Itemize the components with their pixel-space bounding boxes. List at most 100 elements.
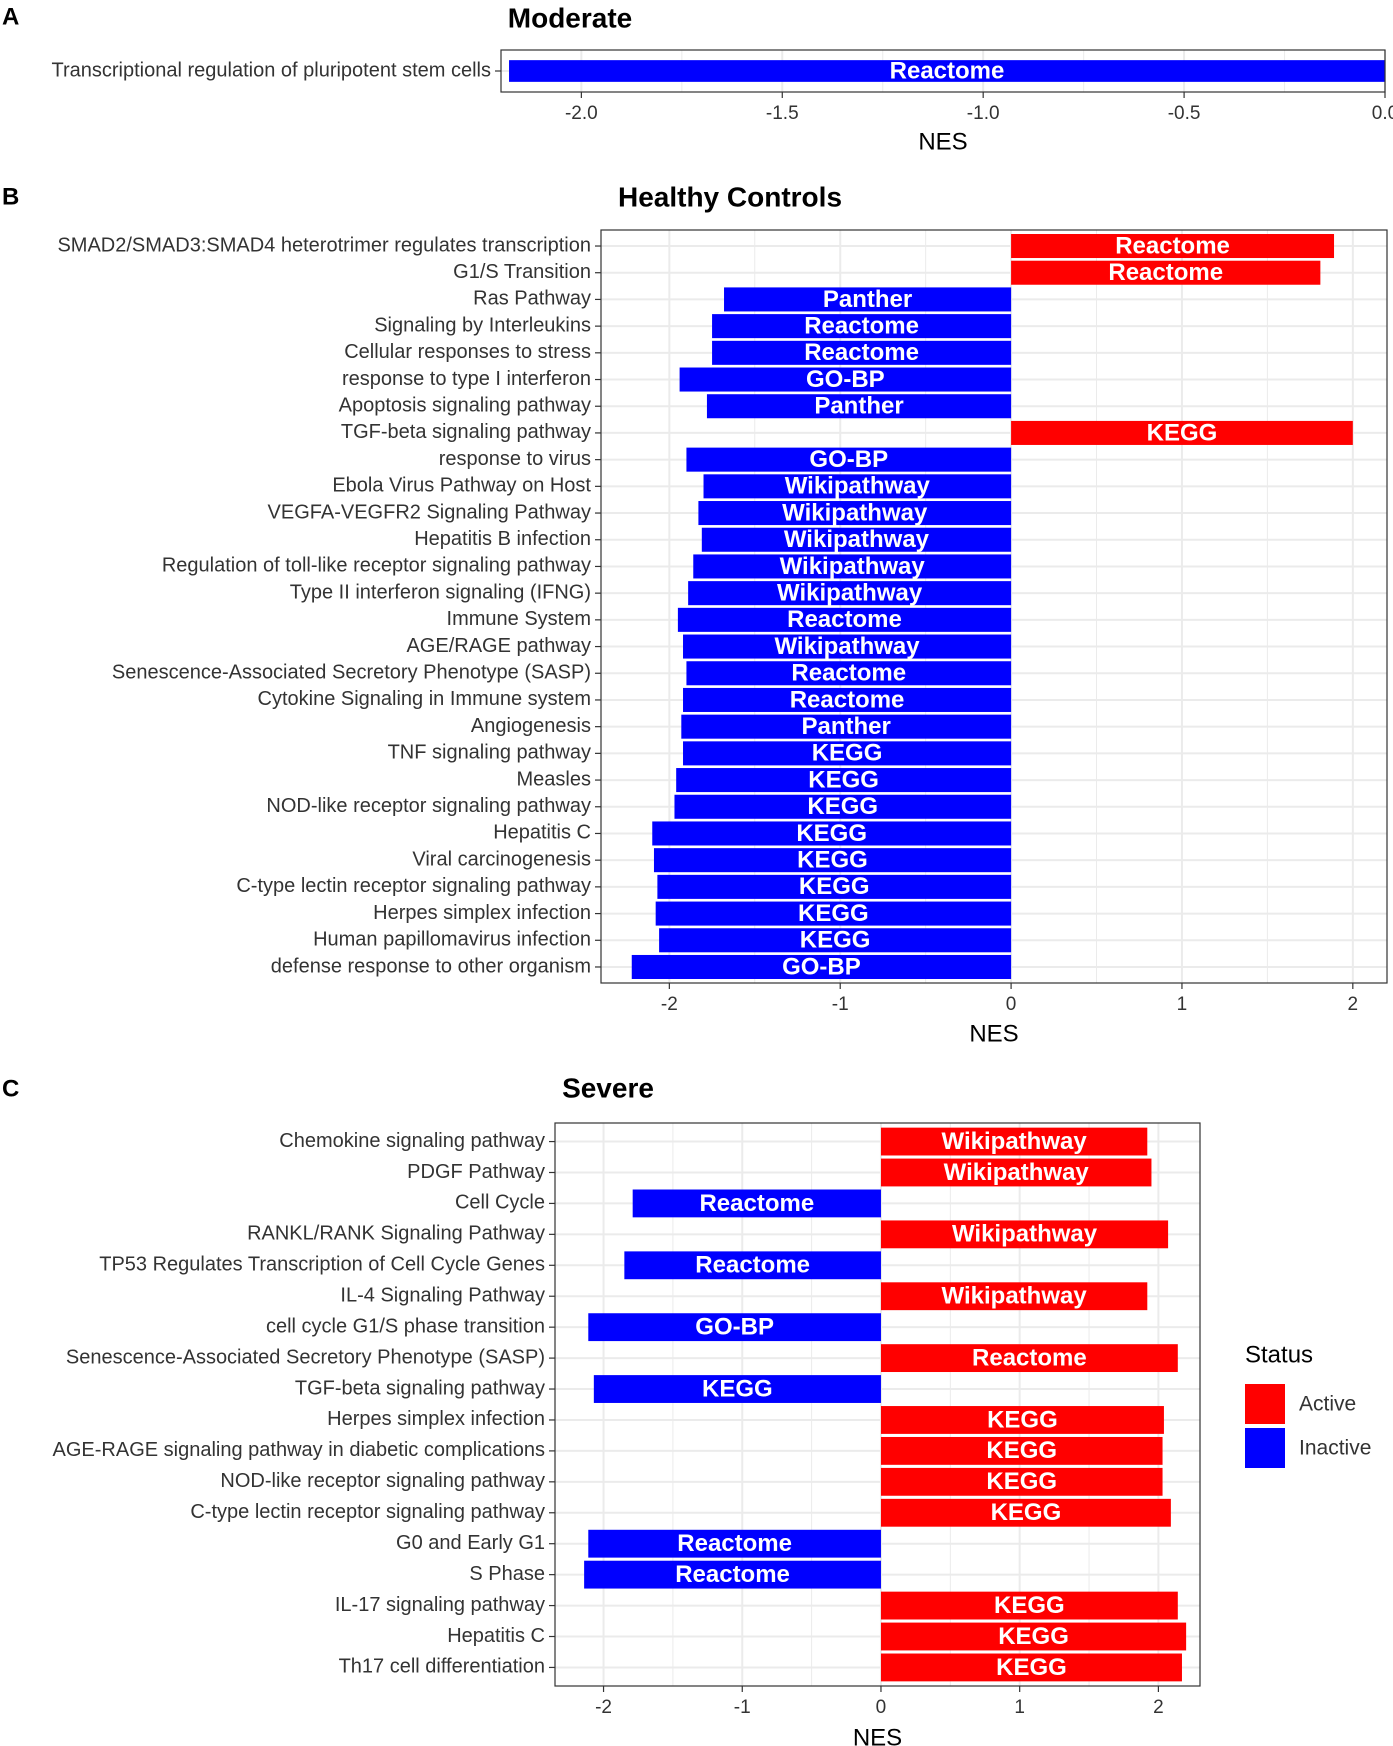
x-tick-label: 1 xyxy=(1014,1697,1025,1718)
panel-border xyxy=(554,1122,1201,1687)
category-label: Type II interferon signaling (IFNG) xyxy=(290,581,591,603)
category-label: Regulation of toll-like receptor signali… xyxy=(162,555,591,577)
bar-source-label: KEGG xyxy=(807,793,878,820)
category-label: Apoptosis signaling pathway xyxy=(339,395,591,417)
bar-source-label: KEGG xyxy=(998,1623,1069,1650)
panel-border xyxy=(600,229,1388,984)
bar-source-label: KEGG xyxy=(798,900,869,927)
bar-source-label: Reactome xyxy=(804,312,919,339)
bar-source-label: Wikipathway xyxy=(952,1221,1098,1248)
bar-cytokine-signaling-in-immune-system xyxy=(683,687,1012,712)
x-tick-label: -2.0 xyxy=(565,103,598,124)
category-label: TNF signaling pathway xyxy=(388,742,591,764)
x-axis-title: NES xyxy=(853,1724,902,1746)
x-tick-label: -1 xyxy=(734,1697,751,1718)
category-label: Hepatitis C xyxy=(447,1625,545,1647)
bar-source-label: Reactome xyxy=(890,57,1005,84)
category-label: response to type I interferon xyxy=(342,368,591,390)
category-label: Immune System xyxy=(447,608,591,630)
bar-source-label: Wikipathway xyxy=(782,499,928,526)
legend-label-active: Active xyxy=(1299,1393,1356,1416)
bar-vegfa-vegfr2-signaling-pathway xyxy=(698,501,1012,526)
bar-rankl-rank-signaling-pathway xyxy=(880,1220,1169,1249)
bar-source-label: Reactome xyxy=(972,1344,1087,1371)
bar-tgf-beta-signaling-pathway xyxy=(593,1375,881,1403)
bar-source-label: KEGG xyxy=(986,1437,1057,1464)
category-label: RANKL/RANK Signaling Pathway xyxy=(247,1223,545,1245)
bar-ebola-virus-pathway-on-host xyxy=(703,474,1012,499)
bar-cellular-responses-to-stress xyxy=(712,340,1012,365)
bar-chemokine-signaling-pathway xyxy=(880,1127,1148,1156)
legend-label-inactive: Inactive xyxy=(1299,1437,1371,1460)
category-label: Hepatitis B infection xyxy=(414,528,591,550)
category-label: Angiogenesis xyxy=(471,715,591,737)
category-label: NOD-like receptor signaling pathway xyxy=(266,795,591,817)
category-label: Cell Cycle xyxy=(455,1192,545,1214)
category-label: Hepatitis C xyxy=(493,822,591,844)
bar-tnf-signaling-pathway xyxy=(683,741,1012,766)
bar-source-label: Reactome xyxy=(804,339,919,366)
bar-source-label: KEGG xyxy=(799,873,870,900)
bar-herpes-simplex-infection xyxy=(880,1406,1164,1434)
bar-source-label: Wikipathway xyxy=(944,1159,1090,1186)
panel-letter: C xyxy=(2,1075,19,1102)
category-label: TGF-beta signaling pathway xyxy=(341,421,591,443)
category-label: Cellular responses to stress xyxy=(344,341,591,363)
category-label: IL-4 Signaling Pathway xyxy=(340,1285,545,1307)
bar-source-label: Wikipathway xyxy=(942,1283,1088,1310)
category-label: SMAD2/SMAD3:SMAD4 heterotrimer regulates… xyxy=(57,234,591,256)
category-label: TP53 Regulates Transcription of Cell Cyc… xyxy=(99,1254,545,1276)
bar-cell-cycle-g1-s-phase-transition xyxy=(588,1313,881,1342)
bar-smad2-smad3-smad4-heterotrimer-regulates-transcription xyxy=(1011,234,1335,259)
category-label: TGF-beta signaling pathway xyxy=(295,1377,545,1399)
x-tick-label: -1.5 xyxy=(766,103,799,124)
bar-source-label: KEGG xyxy=(986,1468,1057,1495)
category-label: response to virus xyxy=(439,448,591,470)
category-label: defense response to other organism xyxy=(271,955,591,977)
category-label: Transcriptional regulation of pluripoten… xyxy=(52,59,491,81)
category-label: G1/S Transition xyxy=(453,261,591,283)
bar-source-label: KEGG xyxy=(994,1592,1065,1619)
bar-source-label: GO-BP xyxy=(695,1314,774,1341)
category-label: VEGFA-VEGFR2 Signaling Pathway xyxy=(268,501,591,523)
bar-source-label: Reactome xyxy=(675,1561,790,1588)
category-label: Chemokine signaling pathway xyxy=(279,1130,545,1152)
panel-b-healthy-controls: B Healthy Controls Reactome SMAD2/SMAD3:SMA… xyxy=(2,181,1388,1047)
bar-transcriptional-regulation-of-pluripotent-stem-cells xyxy=(509,60,1385,82)
bar-response-to-type-i-interferon xyxy=(679,367,1012,392)
panel-letter: A xyxy=(2,3,19,30)
x-tick-label: -2 xyxy=(595,1697,612,1718)
bar-source-label: Reactome xyxy=(699,1190,814,1217)
bar-c-type-lectin-receptor-signaling-pathway xyxy=(657,874,1012,899)
bar-source-label: Reactome xyxy=(790,686,905,713)
category-label: Human papillomavirus infection xyxy=(313,929,591,951)
bar-source-label: Wikipathway xyxy=(942,1128,1088,1155)
bar-source-label: Reactome xyxy=(1108,259,1223,286)
x-axis-title: NES xyxy=(918,128,967,155)
status-legend: Status Active Inactive xyxy=(1245,1341,1371,1468)
bar-g1-s-transition xyxy=(1011,260,1321,285)
bar-source-label: KEGG xyxy=(812,740,883,767)
bar-tp53-regulates-transcription-of-cell-cycle-genes xyxy=(624,1251,881,1280)
bar-source-label: KEGG xyxy=(796,820,867,847)
bar-c-type-lectin-receptor-signaling-pathway xyxy=(880,1498,1171,1527)
bar-age-rage-signaling-pathway-in-diabetic-complications xyxy=(880,1436,1163,1465)
category-label: PDGF Pathway xyxy=(407,1161,545,1183)
bar-cell-cycle xyxy=(632,1189,881,1218)
legend-swatch-inactive xyxy=(1245,1428,1285,1468)
category-label: cell cycle G1/S phase transition xyxy=(266,1315,545,1337)
bar-type-ii-interferon-signaling-ifng xyxy=(688,581,1012,606)
bar-source-label: Wikipathway xyxy=(785,473,931,500)
bar-source-label: KEGG xyxy=(996,1654,1067,1681)
bar-source-label: GO-BP xyxy=(806,366,885,393)
x-tick-label: -2 xyxy=(661,994,678,1015)
bar-source-label: KEGG xyxy=(797,847,868,874)
bar-angiogenesis xyxy=(681,714,1012,739)
bar-source-label: KEGG xyxy=(808,766,879,793)
bar-hepatitis-c xyxy=(880,1622,1187,1651)
category-label: Signaling by Interleukins xyxy=(374,314,591,336)
bar-human-papillomavirus-infection xyxy=(659,928,1012,953)
x-tick-label: -1.0 xyxy=(967,103,1000,124)
legend-swatch-active xyxy=(1245,1384,1285,1424)
bar-source-label: GO-BP xyxy=(809,446,888,473)
